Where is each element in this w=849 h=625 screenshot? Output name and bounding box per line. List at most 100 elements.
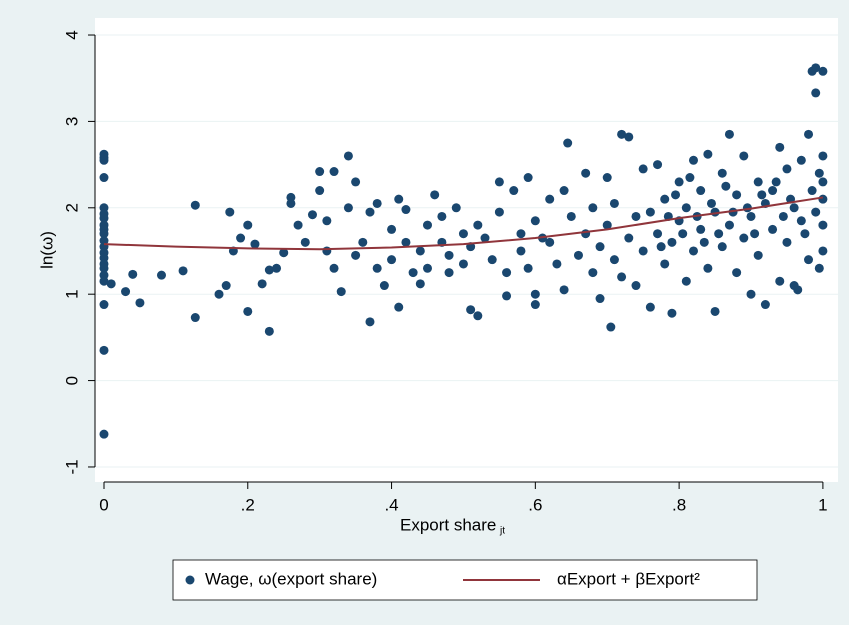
data-point — [502, 268, 512, 278]
data-point — [667, 308, 677, 318]
y-tick-label: 2 — [62, 203, 81, 212]
data-point — [279, 248, 289, 258]
data-point — [804, 255, 814, 265]
data-point — [243, 306, 253, 316]
data-point — [818, 194, 828, 204]
data-point — [699, 237, 709, 247]
y-tick-label: 3 — [62, 117, 81, 126]
data-point — [236, 233, 246, 243]
data-point — [315, 167, 325, 177]
data-point — [329, 263, 339, 273]
data-point — [358, 237, 368, 247]
data-point — [307, 210, 317, 220]
data-point — [811, 207, 821, 217]
data-point — [703, 263, 713, 273]
legend-label: αExport + βExport² — [557, 569, 700, 588]
data-point — [681, 276, 691, 286]
data-point — [458, 259, 468, 269]
data-point — [487, 255, 497, 265]
data-point — [322, 216, 332, 226]
data-point — [365, 317, 375, 327]
data-point — [617, 129, 627, 139]
data-point — [545, 194, 555, 204]
data-point — [714, 229, 724, 239]
data-point — [99, 213, 109, 223]
data-point — [422, 220, 432, 230]
data-point — [99, 300, 109, 310]
data-point — [768, 186, 778, 196]
data-point — [250, 239, 260, 249]
data-point — [530, 300, 540, 310]
data-point — [444, 268, 454, 278]
data-point — [473, 311, 483, 321]
data-point — [602, 220, 612, 230]
data-point — [595, 242, 605, 252]
data-point — [671, 190, 681, 200]
data-point — [753, 177, 763, 187]
data-point — [746, 211, 756, 221]
y-tick-label: 0 — [62, 376, 81, 385]
data-point — [343, 203, 353, 213]
data-point — [656, 242, 666, 252]
data-point — [717, 242, 727, 252]
data-point — [430, 190, 440, 200]
x-tick-label: .4 — [384, 495, 398, 514]
data-point — [581, 229, 591, 239]
x-axis-title: Export share — [400, 515, 496, 534]
data-point — [674, 177, 684, 187]
data-point — [746, 289, 756, 299]
data-point — [502, 291, 512, 301]
data-point — [516, 229, 526, 239]
data-point — [516, 246, 526, 256]
data-point — [387, 255, 397, 265]
data-point — [99, 429, 109, 439]
data-point — [372, 263, 382, 273]
data-point — [750, 229, 760, 239]
data-point — [796, 216, 806, 226]
data-point — [415, 246, 425, 256]
plot-area — [95, 18, 838, 482]
data-point — [624, 132, 634, 142]
data-point — [581, 168, 591, 178]
data-point — [379, 281, 389, 291]
data-point — [732, 268, 742, 278]
data-point — [401, 205, 411, 215]
data-point — [768, 224, 778, 234]
x-axis-subscript: jt — [499, 526, 505, 537]
data-point — [99, 173, 109, 183]
data-point — [804, 129, 814, 139]
data-point — [264, 326, 274, 336]
data-point — [221, 281, 231, 291]
data-point — [300, 237, 310, 247]
data-point — [760, 300, 770, 310]
data-point — [494, 207, 504, 217]
data-point — [473, 220, 483, 230]
data-point — [739, 151, 749, 161]
data-point — [365, 207, 375, 217]
data-point — [509, 186, 519, 196]
data-point — [645, 302, 655, 312]
data-point — [814, 263, 824, 273]
data-point — [588, 268, 598, 278]
data-point — [818, 177, 828, 187]
data-point — [724, 129, 734, 139]
data-point — [688, 246, 698, 256]
data-point — [793, 285, 803, 295]
legend-label: Wage, ω(export share) — [205, 569, 377, 588]
data-point — [753, 250, 763, 260]
data-point — [264, 265, 274, 275]
y-axis-title: ln(ω) — [37, 231, 56, 269]
data-point — [415, 279, 425, 289]
data-point — [178, 266, 188, 276]
data-point — [99, 345, 109, 355]
data-point — [243, 220, 253, 230]
x-tick-label: .2 — [241, 495, 255, 514]
data-point — [696, 186, 706, 196]
data-point — [121, 287, 131, 297]
data-point — [624, 233, 634, 243]
data-point — [757, 190, 767, 200]
data-point — [818, 246, 828, 256]
data-point — [523, 173, 533, 183]
data-point — [322, 246, 332, 256]
